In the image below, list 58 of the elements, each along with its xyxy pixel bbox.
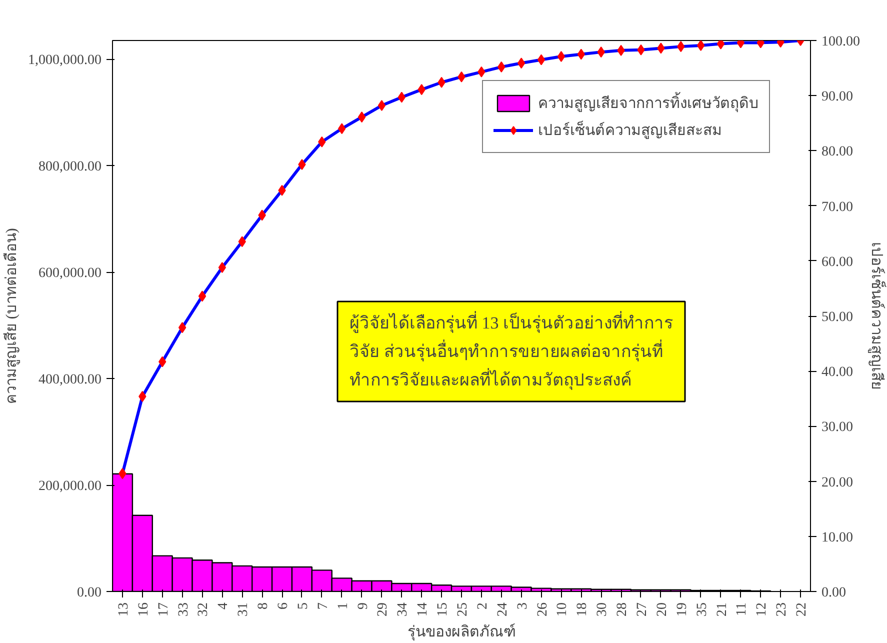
x-tick-label: 9 bbox=[356, 602, 371, 610]
y2-tick-label: 80.00 bbox=[822, 144, 853, 160]
y2-tick-label: 100.00 bbox=[822, 34, 860, 50]
y-tick-label: 1,000,000.00 bbox=[28, 53, 102, 68]
x-tick-label: 3 bbox=[515, 602, 530, 610]
y2-tick-label: 30.00 bbox=[822, 420, 853, 436]
x-tick-label: 26 bbox=[535, 602, 550, 616]
x-tick-label: 10 bbox=[555, 602, 570, 616]
y2-tick-label: 90.00 bbox=[822, 90, 853, 105]
x-tick-label: 27 bbox=[634, 602, 650, 616]
x-tick-label: 11 bbox=[734, 602, 750, 616]
x-tick-label: 34 bbox=[396, 602, 411, 616]
y2-tick-label: 70.00 bbox=[822, 200, 853, 215]
x-tick-label: 20 bbox=[654, 602, 670, 616]
y-tick-label: 200,000.00 bbox=[38, 479, 102, 494]
x-tick-label: 1 bbox=[336, 602, 351, 610]
y-tick-label: 0.00 bbox=[77, 586, 102, 600]
x-tick-label: 6 bbox=[276, 602, 292, 610]
x-tick-label: 8 bbox=[256, 602, 272, 610]
x-tick-label: 23 bbox=[774, 602, 790, 616]
x-tick-label: 13 bbox=[116, 602, 132, 616]
x-tick-label: 2 bbox=[475, 602, 490, 610]
y2-axis-title: เปอร์เซ็นต์ความสูญเสีย bbox=[868, 242, 887, 390]
y2-tick-label: 40.00 bbox=[822, 365, 853, 380]
x-tick-label: 32 bbox=[196, 602, 212, 616]
x-tick-label: 7 bbox=[316, 602, 331, 610]
legend-label: เปอร์เซ็นต์ความสูญเสียสะสม bbox=[538, 120, 722, 141]
x-tick-label: 24 bbox=[495, 602, 510, 616]
x-tick-label: 21 bbox=[714, 602, 730, 616]
y-tick-label: 800,000.00 bbox=[38, 160, 102, 175]
x-tick-label: 25 bbox=[456, 602, 470, 616]
x-tick-label: 5 bbox=[296, 602, 311, 610]
annotation: ผู้วิจัยได้เลือกรุ่นที่ 13 เป็นรุ่นตัวอย่างที่ทำการ วิจัย ส่วนรุ่นอื่นๆทำการขยายผลต่อจากรุ่นที่ ทำการวิจัยและผลที่ได้ตามวัตถุประสงค์ bbox=[350, 310, 673, 390]
x-tick-label: 31 bbox=[236, 602, 252, 616]
x-tick-label: 12 bbox=[754, 602, 770, 616]
y2-tick-label: 60.00 bbox=[822, 254, 853, 270]
x-tick-label: 16 bbox=[136, 602, 152, 616]
legend-label: ความสูญเสียจากการทิ้งเศษวัตถุดิบ bbox=[538, 91, 759, 114]
x-tick-label: 29 bbox=[376, 602, 391, 616]
y2-tick-label: 50.00 bbox=[822, 310, 853, 325]
x-tick-label: 15 bbox=[436, 602, 451, 616]
x-tick-label: 14 bbox=[416, 602, 431, 616]
x-tick-label: 33 bbox=[176, 602, 192, 616]
y-axis-title: ความสูญเสีย (บาทต่อเดือน) bbox=[3, 228, 20, 404]
y2-tick-label: 20.00 bbox=[822, 475, 853, 490]
x-axis-title: รุ่นของผลิตภัณฑ์ bbox=[408, 624, 516, 642]
x-tick-label: 18 bbox=[575, 602, 590, 616]
y2-tick-label: 10.00 bbox=[822, 530, 853, 546]
x-tick-label: 4 bbox=[216, 602, 232, 610]
x-tick-label: 28 bbox=[615, 602, 630, 616]
y2-tick-label: 0.00 bbox=[822, 586, 846, 600]
x-tick-label: 35 bbox=[694, 602, 710, 616]
y-tick-label: 600,000.00 bbox=[38, 266, 102, 282]
y-tick-label: 400,000.00 bbox=[38, 372, 102, 388]
x-tick-label: 19 bbox=[674, 602, 690, 616]
x-tick-label: 17 bbox=[156, 602, 172, 616]
x-tick-label: 30 bbox=[595, 602, 610, 616]
x-tick-label: 22 bbox=[794, 602, 810, 616]
